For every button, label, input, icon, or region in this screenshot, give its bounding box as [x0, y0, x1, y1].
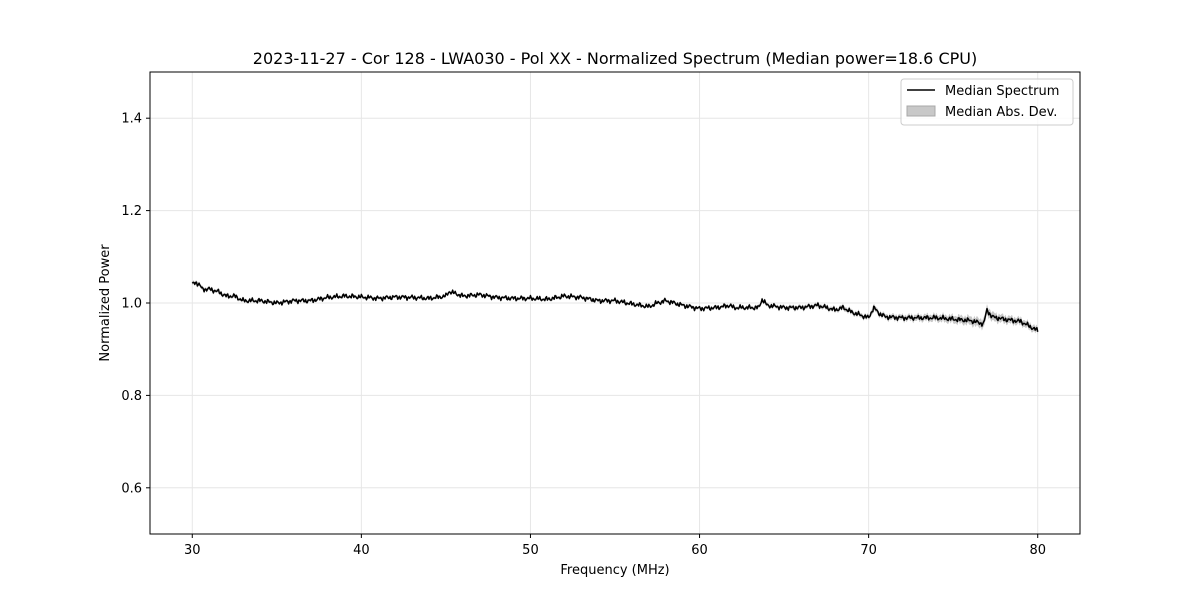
legend: Median Spectrum Median Abs. Dev.	[900, 78, 1074, 126]
x-tick-label: 60	[691, 543, 708, 558]
legend-box	[900, 78, 1074, 126]
x-tick-label: 70	[860, 543, 877, 558]
x-tick-label: 50	[522, 543, 539, 558]
x-tick-label: 80	[1029, 543, 1046, 558]
y-tick-label: 1.2	[121, 204, 142, 219]
y-tick-label: 1.4	[121, 112, 142, 127]
chart-title: 2023-11-27 - Cor 128 - LWA030 - Pol XX -…	[253, 49, 977, 68]
x-ticks: 30 40 50 60 70 80	[184, 534, 1046, 558]
y-tick-label: 0.6	[121, 481, 142, 496]
y-axis-label: Normalized Power	[98, 244, 113, 362]
x-tick-label: 30	[184, 543, 201, 558]
legend-label-median-spectrum: Median Spectrum	[945, 84, 1059, 99]
y-tick-label: 0.8	[121, 389, 142, 404]
legend-label-median-abs-dev: Median Abs. Dev.	[945, 105, 1057, 120]
x-axis-label: Frequency (MHz)	[560, 563, 669, 578]
median-line-layer	[191, 281, 1039, 332]
y-ticks: 0.6 0.8 1.0 1.2 1.4	[121, 112, 150, 496]
median-spectrum-line	[191, 281, 1039, 332]
y-tick-label: 1.0	[121, 297, 142, 312]
x-tick-label: 40	[353, 543, 370, 558]
legend-band-swatch	[906, 105, 936, 117]
